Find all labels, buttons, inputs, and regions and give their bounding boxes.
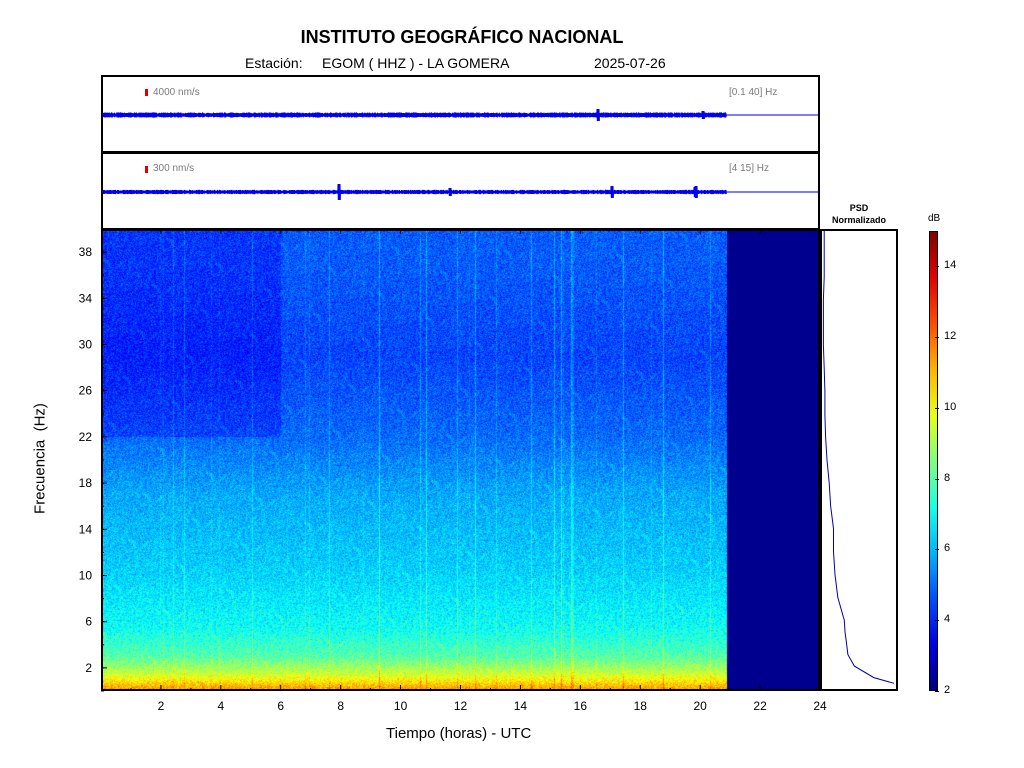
psd-title: PSD [849,203,869,213]
colorbar [929,231,938,691]
colorbar-tick-label: 4 [944,613,951,626]
y-tick-label: 22 [79,430,93,444]
colorbar-tick-label: 12 [944,330,957,343]
trace1-scale-label: 4000 nm/s [153,87,200,98]
trace2-filter-label: [4 15] Hz [729,163,770,174]
y-tick-label: 34 [79,291,93,305]
psd-panel [820,229,898,691]
colorbar-tick-label: 6 [944,542,951,555]
x-tick-label: 16 [574,699,588,713]
chart-title: INSTITUTO GEOGRÁFICO NACIONAL [300,27,624,47]
waveform-signal [102,183,727,201]
colorbar-tick-label: 8 [944,471,951,484]
trace2-scale-label: 300 nm/s [153,163,195,174]
x-tick-label: 6 [277,699,284,713]
colorbar-unit: dB [928,213,941,224]
y-tick-label: 6 [85,615,92,629]
colorbar-tick [935,691,939,692]
y-tick-label: 30 [79,338,93,352]
colorbar-tick [935,266,939,268]
x-tick-label: 2 [158,699,165,713]
colorbar-tick [935,478,939,480]
psd-subtitle: Normalizado [831,215,886,225]
x-tick-label: 22 [753,699,767,713]
trace2-scale-bar [145,166,148,173]
station-name: EGOM ( HHZ ) - LA GOMERA [322,55,510,71]
colorbar-tick [935,337,939,339]
spectrogram-heatmap [101,229,820,691]
psd-line [822,231,895,684]
trace1-filter-label: [0.1 40] Hz [729,87,778,98]
station-label: Estación: [245,55,303,71]
x-tick-label: 20 [693,699,707,713]
trace-broadband-waveform [102,108,818,122]
x-axis-label: Tiempo (horas) - UTC [386,725,532,742]
colorbar-tick [935,407,939,409]
colorbar-tick-label: 2 [944,684,951,696]
x-tick-label: 18 [634,699,648,713]
psd-curve [822,231,895,684]
colorbar-tick [935,620,939,622]
waveform-signal [102,108,727,122]
x-tick-label: 8 [337,699,344,713]
trace1-scale-bar [145,89,148,96]
x-tick-label: 10 [394,699,408,713]
y-tick-label: 38 [79,245,93,259]
x-tick-label: 24 [813,699,827,713]
y-tick-label: 18 [79,476,93,490]
date-label: 2025-07-26 [594,55,666,71]
trace-panel-filtered [101,152,820,230]
colorbar-tick [935,549,939,551]
colorbar-tick-label: 10 [944,400,957,413]
x-tick-label: 4 [217,699,224,713]
y-tick-label: 10 [79,569,93,583]
y-tick-label: 2 [85,661,92,675]
x-tick-label: 14 [514,699,528,713]
colorbar-tick-label: 14 [944,259,957,272]
y-tick-label: 26 [79,384,93,398]
y-tick-label: 14 [79,522,93,536]
x-tick-label: 12 [454,699,468,713]
trace-filtered-waveform [102,183,818,201]
y-axis-label: Frecuencia (Hz) [31,403,49,514]
